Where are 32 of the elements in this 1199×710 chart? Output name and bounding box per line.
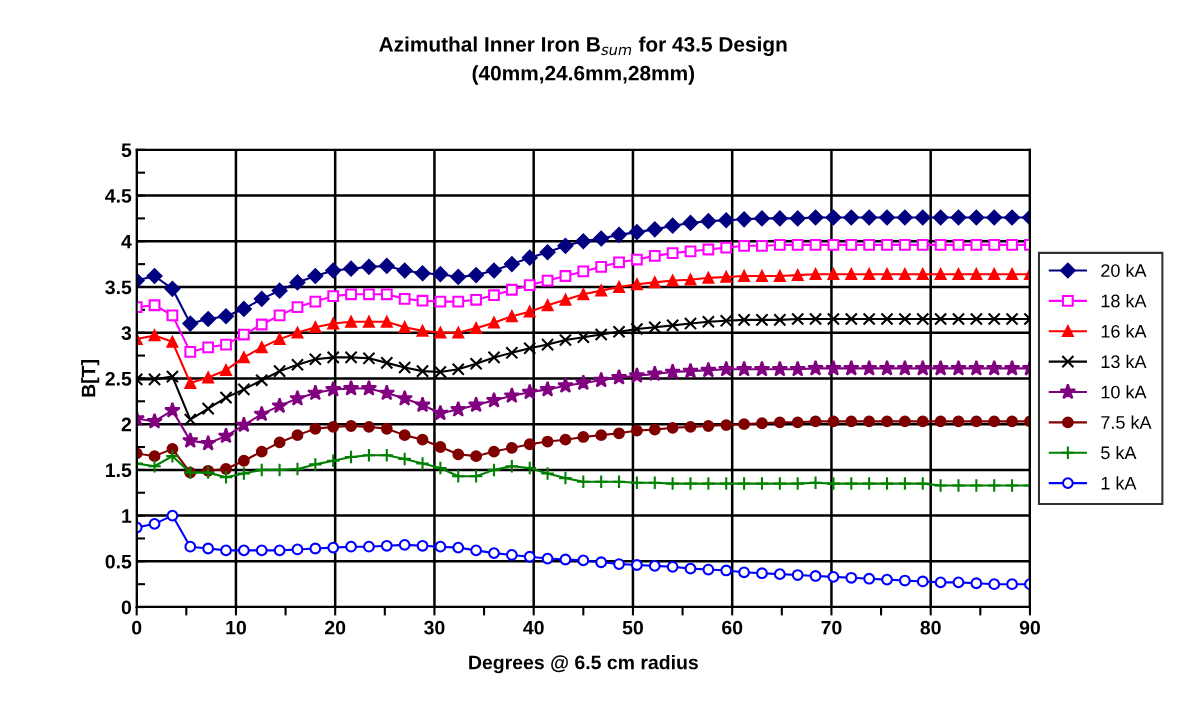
- legend-label: 13 kA: [1101, 354, 1147, 369]
- legend-label: 18 kA: [1101, 294, 1147, 308]
- y-axis-title: B[T]: [81, 360, 100, 397]
- x-tick-label: 30: [424, 620, 445, 635]
- chart-title: Azimuthal Inner Iron B$_{sum}$ for 43.5 Design (40mm,24.6mm,28mm): [379, 36, 787, 85]
- legend-label: 20 kA: [1101, 263, 1147, 277]
- y-tick-label: 3: [121, 326, 132, 340]
- x-tick-label: 0: [132, 620, 142, 635]
- legend-label: 5 kA: [1101, 445, 1137, 460]
- x-tick-label: 10: [226, 620, 246, 635]
- y-tick-label: 4.5: [105, 189, 132, 203]
- x-tick-label: 40: [523, 620, 544, 635]
- y-tick-label: 0: [121, 600, 132, 615]
- x-tick-label: 60: [722, 620, 743, 635]
- legend-label: 16 kA: [1101, 324, 1147, 338]
- x-tick-label: 70: [821, 620, 842, 635]
- y-tick-label: 1: [122, 509, 132, 523]
- x-tick-label: 50: [622, 620, 643, 635]
- y-tick-label: 1.5: [106, 463, 132, 478]
- x-axis-title: Degrees @ 6.5 cm radius: [469, 655, 698, 674]
- y-tick-label: 2.5: [105, 371, 132, 386]
- y-tick-label: 4: [121, 234, 132, 249]
- legend-label: 7.5 kA: [1101, 415, 1152, 429]
- y-tick-label: 5: [121, 143, 132, 158]
- x-tick-label: 20: [325, 620, 346, 635]
- legend-label: 10 kA: [1101, 385, 1147, 399]
- y-tick-label: 0.5: [105, 554, 132, 569]
- y-tick-label: 3.5: [105, 280, 132, 295]
- x-tick-label: 90: [1019, 620, 1040, 635]
- y-tick-label: 2: [121, 417, 132, 432]
- x-tick-label: 80: [920, 620, 941, 635]
- legend-label: 1 kA: [1101, 476, 1137, 490]
